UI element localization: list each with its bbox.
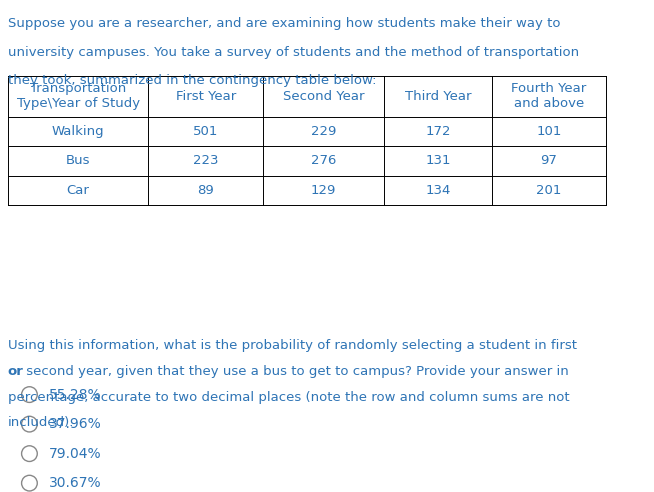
- Text: Bus: Bus: [66, 154, 90, 167]
- Text: Fourth Year
and above: Fourth Year and above: [511, 83, 587, 110]
- Text: 131: 131: [425, 154, 451, 167]
- Text: 501: 501: [193, 125, 218, 138]
- Text: 172: 172: [425, 125, 451, 138]
- Text: 37.96%: 37.96%: [49, 417, 102, 431]
- Text: First Year: First Year: [175, 90, 236, 103]
- Text: 79.04%: 79.04%: [49, 447, 101, 461]
- Text: Second Year: Second Year: [283, 90, 364, 103]
- Text: Using this information, what is the probability of randomly selecting a student : Using this information, what is the prob…: [8, 339, 577, 352]
- Text: or: or: [8, 365, 24, 378]
- Text: second year, given that they use a bus to get to campus? Provide your answer in: second year, given that they use a bus t…: [22, 365, 569, 378]
- Text: Transportation
Type\Year of Study: Transportation Type\Year of Study: [16, 83, 140, 110]
- Text: 30.67%: 30.67%: [49, 476, 101, 490]
- Text: 276: 276: [311, 154, 336, 167]
- Text: 89: 89: [198, 184, 214, 197]
- Text: 134: 134: [425, 184, 451, 197]
- Text: 101: 101: [536, 125, 562, 138]
- Text: percentage, accurate to two decimal places (note the row and column sums are not: percentage, accurate to two decimal plac…: [8, 391, 570, 403]
- Text: 55.28%: 55.28%: [49, 388, 101, 401]
- Text: included).: included).: [8, 416, 74, 429]
- Text: 229: 229: [311, 125, 336, 138]
- Text: Car: Car: [67, 184, 90, 197]
- Text: 223: 223: [193, 154, 218, 167]
- Text: they took, summarized in the contingency table below:: they took, summarized in the contingency…: [8, 74, 376, 87]
- Text: university campuses. You take a survey of students and the method of transportat: university campuses. You take a survey o…: [8, 46, 579, 59]
- Text: Third Year: Third Year: [405, 90, 471, 103]
- Text: 97: 97: [541, 154, 557, 167]
- Text: Walking: Walking: [52, 125, 105, 138]
- Text: 129: 129: [311, 184, 336, 197]
- Text: 201: 201: [536, 184, 562, 197]
- Text: Suppose you are a researcher, and are examining how students make their way to: Suppose you are a researcher, and are ex…: [8, 17, 560, 30]
